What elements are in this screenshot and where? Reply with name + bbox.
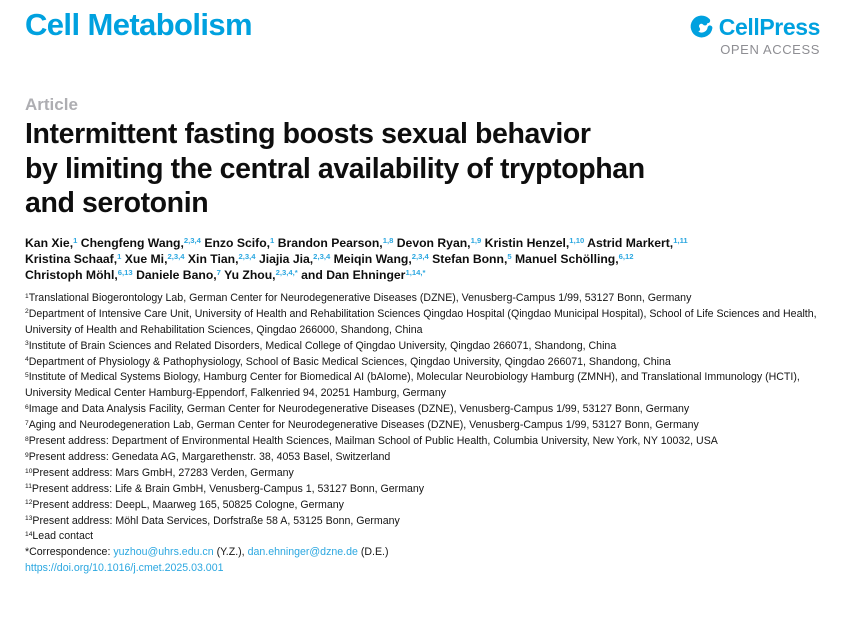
author-affiliation-superscript: 2,3,4 xyxy=(411,252,429,262)
cellpress-logo-icon xyxy=(689,15,714,40)
publisher-logo: CellPress xyxy=(689,15,820,40)
affiliation-superscript: 5 xyxy=(25,372,29,380)
affiliation-superscript: 9 xyxy=(25,451,29,459)
affiliation-superscript: 13 xyxy=(25,515,33,523)
article-title-line: and serotonin xyxy=(25,187,209,220)
correspondence-line: *Correspondence: yuzhou@uhrs.edu.cn (Y.Z… xyxy=(25,545,820,561)
author-name: Xue Mi, xyxy=(121,251,168,266)
affiliation-item: 3Institute of Brain Sciences and Related… xyxy=(25,339,617,352)
affiliation-superscript: 2 xyxy=(25,308,29,316)
author-affiliation-superscript: 1 xyxy=(73,236,78,246)
author-name: Astrid Markert, xyxy=(584,235,674,250)
author-name: Enzo Scifo, xyxy=(200,235,271,250)
open-access-label: OPEN ACCESS xyxy=(720,42,820,57)
affiliation-item: 11Present address: Life & Brain GmbH, Ve… xyxy=(25,482,425,495)
author-name: Meiqin Wang, xyxy=(330,251,412,266)
affiliation-superscript: 14 xyxy=(25,531,33,539)
article-title-line: by limiting the central availability of … xyxy=(25,152,645,185)
correspondence-email-link[interactable]: yuzhou@uhrs.edu.cn xyxy=(113,546,214,559)
affiliation-item: 1Translational Biogerontology Lab, Germa… xyxy=(25,291,692,304)
affiliation-superscript: 12 xyxy=(25,499,33,507)
author-name: Stefan Bonn, xyxy=(428,251,508,266)
author-name: Devon Ryan, xyxy=(393,235,471,250)
affiliation-item: 10Present address: Mars GmbH, 27283 Verd… xyxy=(25,466,294,479)
masthead: Cell Metabolism CellPress OPEN ACCESS xyxy=(25,7,820,68)
author-affiliation-superscript: 6,13 xyxy=(117,268,133,278)
affiliation-superscript: 11 xyxy=(25,483,32,491)
author-affiliation-superscript: 2,3,4,* xyxy=(275,268,298,278)
author-affiliation-superscript: 2,3,4 xyxy=(313,252,331,262)
affiliation-superscript: 6 xyxy=(25,403,29,411)
author-name: Kristina Schaaf, xyxy=(25,251,118,266)
author-line: Christoph Möhl,6,13 Daniele Bano,7 Yu Zh… xyxy=(25,267,820,283)
author-name: Brandon Pearson, xyxy=(274,235,383,250)
author-affiliation-superscript: 1 xyxy=(270,236,275,246)
author-affiliation-superscript: 1,10 xyxy=(569,236,585,246)
author-affiliation-superscript: 5 xyxy=(507,252,512,262)
author-affiliation-superscript: 7 xyxy=(216,268,221,278)
article-title-line: Intermittent fasting boosts sexual behav… xyxy=(25,118,591,151)
affiliation-item: 7Aging and Neurodegeneration Lab, German… xyxy=(25,419,699,432)
author-affiliation-superscript: 2,3,4 xyxy=(238,252,256,262)
affiliation-list: 1Translational Biogerontology Lab, Germa… xyxy=(25,291,820,546)
author-affiliation-superscript: 6,12 xyxy=(618,252,634,262)
author-affiliation-superscript: 1,9 xyxy=(470,236,482,246)
author-name: Xin Tian, xyxy=(184,251,239,266)
author-name: Daniele Bano, xyxy=(132,267,217,282)
author-line: Kan Xie,1 Chengfeng Wang,2,3,4 Enzo Scif… xyxy=(25,235,820,251)
author-line: Kristina Schaaf,1 Xue Mi,2,3,4 Xin Tian,… xyxy=(25,251,820,267)
author-affiliation-superscript: 1,11 xyxy=(673,236,688,246)
affiliation-item: 13Present address: Möhl Data Services, D… xyxy=(25,514,400,527)
affiliation-item: 6Image and Data Analysis Facility, Germa… xyxy=(25,403,690,416)
affiliation-superscript: 10 xyxy=(25,467,33,475)
affiliation-superscript: 3 xyxy=(25,340,29,348)
affiliation-item: 14Lead contact xyxy=(25,530,94,543)
author-name: Jiajia Jia, xyxy=(255,251,314,266)
author-affiliation-superscript: 1 xyxy=(117,252,122,262)
author-list: Kan Xie,1 Chengfeng Wang,2,3,4 Enzo Scif… xyxy=(25,235,820,283)
affiliation-superscript: 1 xyxy=(25,292,29,300)
affiliation-item: 5Institute of Medical Systems Biology, H… xyxy=(25,371,800,400)
affiliation-item: 9Present address: Genedata AG, Margareth… xyxy=(25,450,391,463)
publisher-name: CellPress xyxy=(718,14,821,40)
article-first-page: Cell Metabolism CellPress OPEN ACCESS Ar… xyxy=(25,7,820,577)
affiliation-item: 2Department of Intensive Care Unit, Univ… xyxy=(25,307,817,336)
author-name: Manuel Schölling, xyxy=(511,251,619,266)
author-name: Christoph Möhl, xyxy=(25,267,118,282)
affiliation-item: 4Department of Physiology & Pathophysiol… xyxy=(25,355,671,368)
author-name: Chengfeng Wang, xyxy=(77,235,184,250)
correspondence-initials: (D.E.) xyxy=(357,546,389,559)
author-name: Kan Xie, xyxy=(25,235,74,250)
author-name: Yu Zhou, xyxy=(220,267,276,282)
affiliation-superscript: 4 xyxy=(25,356,29,364)
footnotes: *Correspondence: yuzhou@uhrs.edu.cn (Y.Z… xyxy=(25,545,820,577)
affiliation-item: 12Present address: DeepL, Maarweg 165, 5… xyxy=(25,498,344,511)
article-title: Intermittent fasting boosts sexual behav… xyxy=(25,117,820,221)
journal-title: Cell Metabolism xyxy=(25,7,253,42)
affiliation-superscript: 8 xyxy=(25,435,29,443)
affiliation-superscript: 7 xyxy=(25,419,29,427)
author-name: and Dan Ehninger xyxy=(297,267,406,282)
correspondence-initials: (Y.Z.), xyxy=(213,546,248,559)
author-affiliation-superscript: 2,3,4 xyxy=(167,252,185,262)
author-affiliation-superscript: 2,3,4 xyxy=(183,236,201,246)
correspondence-prefix: *Correspondence: xyxy=(25,546,114,559)
article-type-label: Article xyxy=(25,95,78,114)
doi-link[interactable]: https://doi.org/10.1016/j.cmet.2025.03.0… xyxy=(25,562,224,575)
affiliation-item: 8Present address: Department of Environm… xyxy=(25,435,718,448)
author-affiliation-superscript: 1,8 xyxy=(382,236,394,246)
correspondence-email-link[interactable]: dan.ehninger@dzne.de xyxy=(247,546,358,559)
author-name: Kristin Henzel, xyxy=(481,235,570,250)
publisher-brand: CellPress OPEN ACCESS xyxy=(689,8,820,58)
author-affiliation-superscript: 1,14,* xyxy=(405,268,426,278)
